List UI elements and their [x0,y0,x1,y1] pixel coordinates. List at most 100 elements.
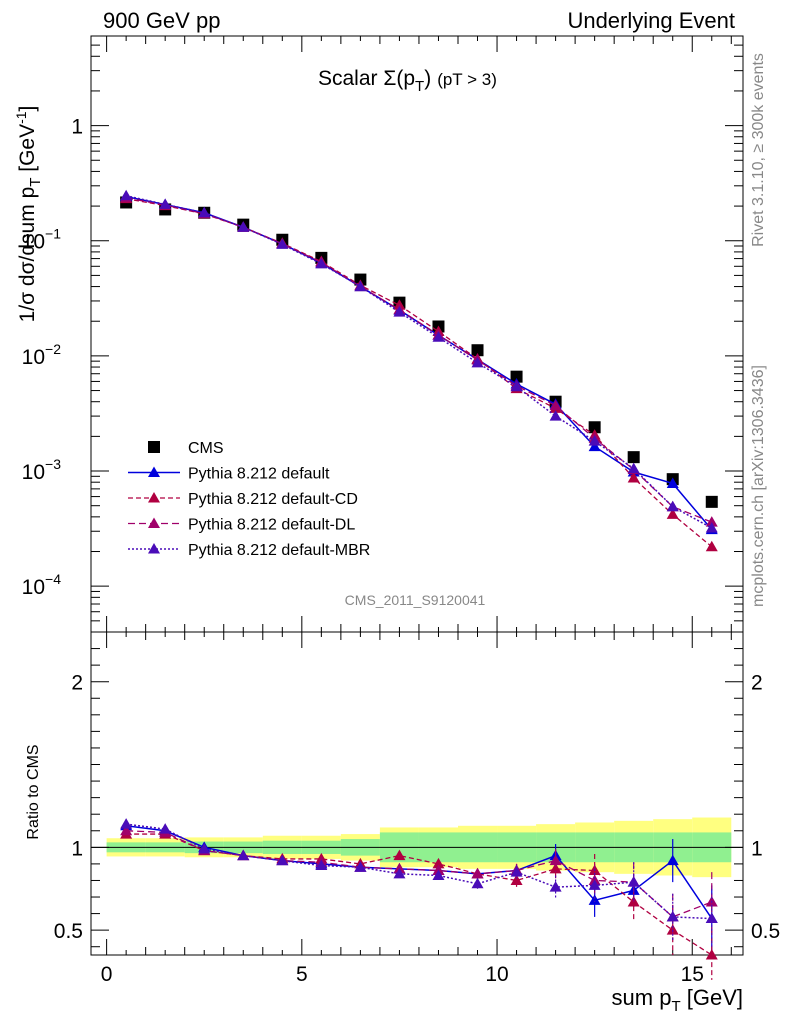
x-tick-label: 5 [296,963,308,986]
legend-label: Pythia 8.212 default-CD [188,491,358,508]
x-tick-label: 15 [681,963,704,986]
cd-ratio-point [705,949,718,960]
legend-item-cd: Pythia 8.212 default-CD [128,491,358,508]
main-y-tick-label: 10−3 [22,456,62,484]
ratio-frame [90,631,744,956]
ratio-y-tick-label-right: 2 [751,672,763,695]
default-point [666,477,679,488]
legend-item-default: Pythia 8.212 default [128,466,330,483]
main-y-tick-label: 10−2 [22,341,62,369]
dl-point [549,399,562,411]
mbr-ratio-point [627,876,640,887]
analysis-label: CMS_2011_S9120041 [345,592,486,608]
mbr-ratio-point [237,849,250,861]
series-mbr [120,189,718,533]
main-panel: 110−110−210−310−4 [22,35,744,633]
series-default [120,190,718,535]
legend-label: CMS [188,440,224,457]
x-tick-label: 0 [101,963,113,986]
dl-ratio-line [126,830,712,918]
mbr-point [432,331,445,342]
ratio-y-ticks [91,648,743,948]
plot-title: Scalar Σ(pT) (pT > 3) [318,67,497,95]
mbr-ratio-point [510,866,523,877]
mbr-point [354,280,367,292]
legend-marker [148,517,160,528]
legend-item-dl: Pythia 8.212 default-DL [128,517,355,534]
legend-marker [148,466,160,477]
x-tick-label: 10 [485,963,508,986]
cd-ratio-line [126,833,713,956]
mbr-point [549,410,562,421]
mbr-ratio-point [315,859,328,871]
mbr-point [120,189,133,201]
cd-point [666,508,679,519]
header-right: Underlying Event [567,8,735,33]
mbr-line [125,194,713,529]
ratio-y-tick-label-right: 0.5 [751,920,780,943]
mbr-point [705,522,718,533]
cms-point [588,421,601,434]
mbr-ratio-point [120,818,133,829]
legend-label: Pythia 8.212 default-MBR [188,542,370,559]
ratio-panel: 0.5 0.5 1 1 2 2 0 5 10 15 [54,631,780,986]
mbr-ratio-point [666,910,679,922]
cd-point [705,540,718,552]
legend-item-mbr: Pythia 8.212 default-MBR [128,542,370,559]
dl-ratio-point [471,867,484,879]
main-x-ticks [106,36,732,632]
legend-marker [148,543,160,554]
legend-label: Pythia 8.212 default [188,466,330,483]
x-axis-label: sum pT [GeV] [612,985,743,1015]
legend-marker [148,441,160,453]
cms-point [471,344,484,357]
mbr-point [159,198,172,209]
tick-exponent: −4 [45,571,61,587]
legend-item-cms: CMS [148,440,224,457]
mbr-point [393,306,406,317]
tick-base: 10 [22,231,45,254]
tick-base: 10 [22,576,45,599]
main-y-tick-label: 10−1 [22,226,62,254]
main-y-tick-label: 10−4 [22,571,62,599]
default-ratio-point [588,894,601,905]
ratio-y-axis-label: Ratio to CMS [25,744,42,839]
legend: CMS Pythia 8.212 default Pythia 8.212 defa… [128,440,370,559]
mbr-ratio-point [159,823,172,834]
tick-base: 10 [22,461,45,484]
main-y-ticks [91,35,743,633]
dl-point [705,516,718,527]
mbr-point [666,500,679,512]
tick-exponent: −1 [45,226,61,242]
mbr-ratio-point [471,877,484,889]
cms-point [627,451,640,464]
ratio-y-tick-label: 0.5 [54,920,83,943]
mbr-ratio-point [276,854,289,866]
mbr-ratio-point [432,869,445,880]
mbr-point [471,356,484,368]
ratio-y-tick-label: 2 [71,672,83,695]
tick-exponent: −2 [45,341,61,357]
main-y-axis-label: 1/σ dσ/dsum pT [GeV-1] [13,106,44,323]
legend-label: Pythia 8.212 default-DL [188,517,355,534]
mcplots-label: mcplots.cern.ch [arXiv:1306.3436] [750,365,767,607]
rivet-label: Rivet 3.1.10, ≥ 300k events [750,53,767,247]
ratio-y-tick-label-right: 1 [751,837,763,860]
mbr-point [237,221,250,232]
ratio-y-tick-label: 1 [71,837,83,860]
mbr-point [588,435,601,446]
header-left: 900 GeV pp [103,8,220,33]
mbr-point [627,462,640,474]
cd-ratio-point [549,862,562,874]
legend-marker [148,492,160,503]
cd-ratio-point [432,857,445,869]
mbr-ratio-point [198,842,211,854]
cd-point [627,471,640,483]
default-point [588,440,601,452]
dl-ratio-point [549,854,562,866]
mbr-point [198,206,211,218]
mbr-ratio-line [126,823,712,920]
mbr-point [510,380,523,392]
default-ratio-point [666,854,679,866]
